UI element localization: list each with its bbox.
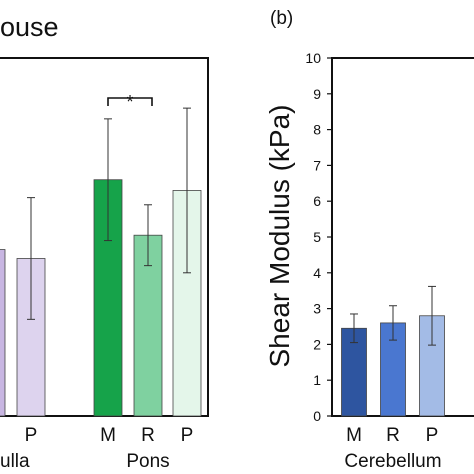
pons-tick-label: M [100,425,116,446]
y-tick-label: 4 [313,265,321,281]
cerebellum-group-label: Cerebellum [344,451,441,472]
y-tick-label: 3 [313,301,321,317]
cerebellum-tick-label: R [386,425,400,446]
y-tick-label: 2 [313,336,321,352]
significance-bracket [107,97,153,106]
panel-label-b: (b) [270,8,293,29]
pons-tick-label: P [181,425,194,446]
y-tick-label: 7 [313,157,321,173]
y-tick-label: 5 [313,229,321,245]
y-axis-label: Shear Modulus (kPa) [264,104,295,367]
right-panel: (b) Shear Modulus (kPa) 0 1 2 3 4 5 6 7 8 9 10 M R PC… [264,8,474,472]
y-tick-label: 10 [305,50,321,66]
y-tick-label: 0 [313,408,321,424]
cerebellum-tick-label: M [346,425,362,446]
pons-tick-label: R [141,425,155,446]
y-tick-label: 8 [313,122,321,138]
pons-group-label: Pons [126,451,169,472]
y-tick-label: 9 [313,86,321,102]
medulla-partial-bar [0,249,6,417]
cerebellum-tick-label: P [426,425,439,446]
significance-marker: * [126,92,133,112]
y-tick-label: 6 [313,193,321,209]
y-tick-label: 1 [313,372,321,388]
left-title: ouse [0,12,59,42]
medulla-tick-label: P [25,425,38,446]
medulla-group-label: ulla [0,451,30,472]
